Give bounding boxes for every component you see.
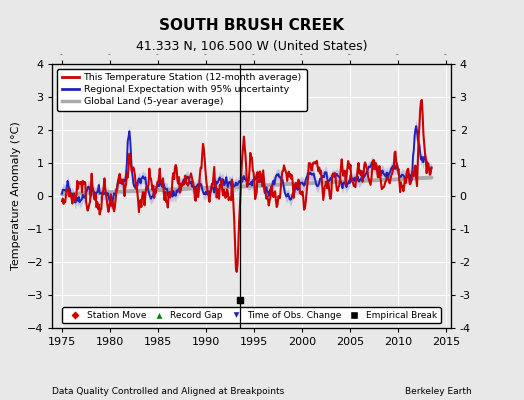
Text: SOUTH BRUSH CREEK: SOUTH BRUSH CREEK: [159, 18, 344, 33]
Text: Data Quality Controlled and Aligned at Breakpoints: Data Quality Controlled and Aligned at B…: [52, 387, 285, 396]
Y-axis label: Temperature Anomaly (°C): Temperature Anomaly (°C): [12, 122, 21, 270]
Title: 41.333 N, 106.500 W (United States): 41.333 N, 106.500 W (United States): [136, 40, 367, 53]
Text: Berkeley Earth: Berkeley Earth: [405, 387, 472, 396]
Legend: Station Move, Record Gap, Time of Obs. Change, Empirical Break: Station Move, Record Gap, Time of Obs. C…: [62, 307, 441, 324]
